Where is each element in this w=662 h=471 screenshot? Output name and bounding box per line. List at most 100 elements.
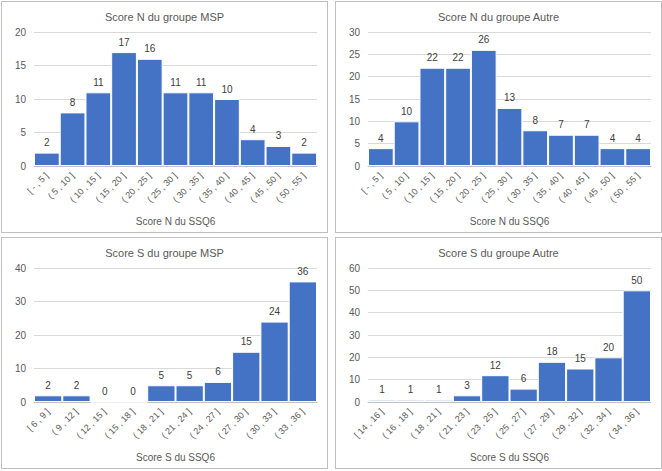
svg-text:( 29 , 32 ]: ( 29 , 32 ] [550,406,584,440]
svg-text:4: 4 [250,124,256,135]
svg-text:0: 0 [20,397,26,408]
svg-text:30: 30 [349,27,361,38]
svg-text:20: 20 [603,342,615,353]
svg-text:60: 60 [349,263,361,274]
svg-text:1: 1 [436,384,442,395]
svg-text:13: 13 [504,92,516,103]
svg-text:( 27 , 29 ]: ( 27 , 29 ] [522,406,556,440]
svg-text:( 18 , 21 ]: ( 18 , 21 ] [131,406,165,440]
svg-text:( 33 , 36 ]: ( 33 , 36 ] [272,406,306,440]
svg-text:16: 16 [144,43,156,54]
svg-text:5: 5 [20,127,26,138]
svg-text:Score S du SSQ6: Score S du SSQ6 [136,452,215,463]
svg-text:( 40 , 45 ]: ( 40 , 45 ] [222,170,257,205]
svg-text:11: 11 [93,77,104,88]
svg-text:4: 4 [635,133,641,144]
svg-text:12: 12 [490,360,502,371]
svg-text:11: 11 [170,77,181,88]
svg-text:5: 5 [187,370,193,381]
svg-text:( 24 , 27 ]: ( 24 , 27 ] [188,406,222,440]
svg-text:18: 18 [546,346,558,357]
svg-text:36: 36 [297,266,309,277]
svg-text:20: 20 [15,27,27,38]
svg-text:50: 50 [631,275,643,286]
svg-text:1: 1 [408,384,414,395]
svg-text:( 15 , 18 ]: ( 15 , 18 ] [103,406,137,440]
svg-text:( 30 , 35 ]: ( 30 , 35 ] [170,170,205,205]
svg-text:7: 7 [558,119,564,130]
svg-text:( 20 , 25 ]: ( 20 , 25 ] [119,170,154,205]
svg-text:4: 4 [378,133,384,144]
svg-text:10: 10 [349,374,361,385]
svg-text:Score S du SSQ6: Score S du SSQ6 [470,452,549,463]
svg-text:( 18 , 21 ]: ( 18 , 21 ] [408,406,442,440]
svg-text:Score N du groupe MSP: Score N du groupe MSP [105,11,224,23]
svg-text:2: 2 [45,380,51,391]
svg-text:( 34 , 36 ]: ( 34 , 36 ] [606,406,640,440]
svg-text:40: 40 [15,263,27,274]
svg-text:5: 5 [159,370,165,381]
svg-text:[ 6 , 9 ]: [ 6 , 9 ] [25,406,51,432]
svg-text:5: 5 [354,138,360,149]
svg-text:15: 15 [15,60,27,71]
svg-text:2: 2 [301,137,307,148]
svg-text:2: 2 [74,380,80,391]
svg-text:( 25 , 27 ]: ( 25 , 27 ] [493,406,527,440]
svg-text:Score S du groupe MSP: Score S du groupe MSP [105,247,224,259]
svg-text:24: 24 [269,306,281,317]
svg-text:7: 7 [584,119,590,130]
svg-text:50: 50 [349,285,361,296]
svg-text:0: 0 [102,386,108,397]
svg-text:10: 10 [221,84,233,95]
svg-text:30: 30 [349,330,361,341]
svg-text:( 15 , 20 ]: ( 15 , 20 ] [93,170,128,205]
svg-text:6: 6 [521,373,527,384]
svg-text:40: 40 [349,307,361,318]
svg-text:( 23 , 25 ]: ( 23 , 25 ] [465,406,499,440]
svg-text:2: 2 [44,137,50,148]
svg-text:6: 6 [215,366,221,377]
svg-text:0: 0 [354,161,360,172]
svg-text:26: 26 [478,34,490,45]
svg-text:Score N du groupe Autre: Score N du groupe Autre [438,11,559,23]
svg-text:3: 3 [276,130,282,141]
svg-text:Score S du groupe Autre: Score S du groupe Autre [438,247,558,259]
svg-text:( 50 , 55 ]: ( 50 , 55 ] [274,170,308,204]
svg-text:8: 8 [70,97,76,108]
svg-text:0: 0 [354,397,360,408]
svg-text:( 16 , 18 ]: ( 16 , 18 ] [380,406,414,440]
svg-text:20: 20 [349,352,361,363]
svg-text:10: 10 [349,116,361,127]
svg-text:( 12 , 15 ]: ( 12 , 15 ] [74,406,108,440]
svg-text:( 50 , 55 ]: ( 50 , 55 ] [608,170,642,204]
svg-text:11: 11 [196,77,207,88]
svg-text:( 32 , 34 ]: ( 32 , 34 ] [578,406,612,440]
svg-text:3: 3 [464,380,470,391]
svg-text:( 10 , 15 ]: ( 10 , 15 ] [67,170,102,205]
svg-text:10: 10 [15,363,27,374]
svg-text:0: 0 [20,161,26,172]
svg-text:1: 1 [379,384,385,395]
svg-text:4: 4 [610,133,616,144]
svg-text:15: 15 [241,336,253,347]
svg-text:15: 15 [575,353,587,364]
svg-text:15: 15 [349,94,361,105]
svg-text:( 27 , 30 ]: ( 27 , 30 ] [216,406,250,440]
svg-text:25: 25 [349,49,361,60]
svg-text:0: 0 [130,386,136,397]
svg-text:( 21 , 24 ]: ( 21 , 24 ] [159,406,193,440]
svg-text:8: 8 [532,115,538,126]
svg-text:30: 30 [15,296,27,307]
svg-text:20: 20 [349,71,361,82]
svg-text:( 35 , 40 ]: ( 35 , 40 ] [196,170,231,205]
svg-text:22: 22 [427,52,439,63]
svg-text:( 21 , 23 ]: ( 21 , 23 ] [437,406,471,440]
svg-text:( 30 , 33 ]: ( 30 , 33 ] [244,406,278,440]
svg-text:10: 10 [401,106,413,117]
svg-text:Score N du SSQ6: Score N du SSQ6 [470,216,550,227]
svg-text:22: 22 [452,52,464,63]
svg-text:10: 10 [15,94,27,105]
svg-text:Score N du SSQ6: Score N du SSQ6 [136,216,216,227]
svg-text:17: 17 [118,37,130,48]
svg-text:20: 20 [15,330,27,341]
